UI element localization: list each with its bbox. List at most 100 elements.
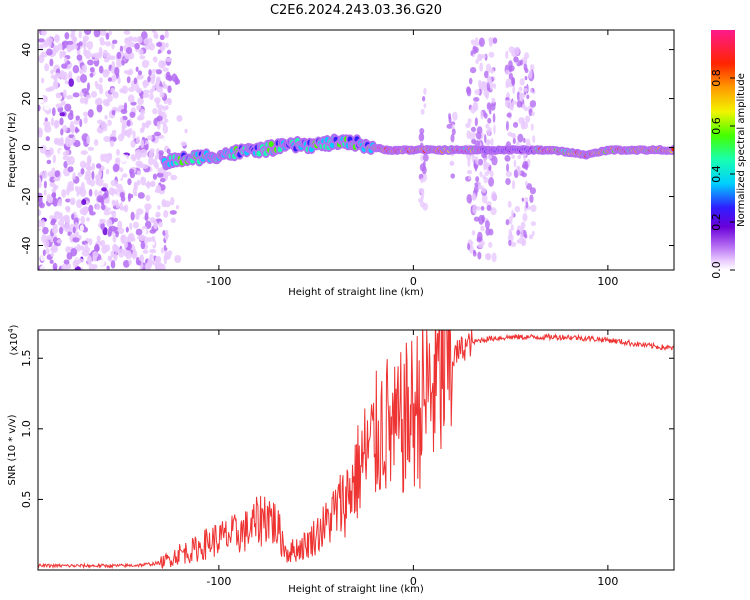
noise-blob: [180, 141, 187, 147]
noise-blob: [79, 245, 85, 251]
speckle-blob: [471, 131, 475, 140]
noise-blob: [105, 40, 111, 47]
noise-blob: [95, 176, 99, 185]
speckle-blob: [504, 99, 510, 108]
noise-blob: [42, 226, 49, 235]
noise-blob: [153, 30, 158, 39]
noise-blob: [130, 237, 136, 242]
noise-blob: [90, 90, 98, 98]
noise-blob: [46, 48, 53, 56]
noise-blob: [142, 228, 147, 235]
y-tick-label: 40: [20, 43, 33, 57]
noise-blob: [152, 56, 158, 63]
speckle-blob: [450, 121, 456, 126]
noise-blob: [169, 210, 177, 215]
noise-blob: [82, 64, 87, 73]
noise-blob: [149, 181, 156, 188]
noise-blob: [141, 121, 146, 132]
noise-blob: [72, 237, 80, 243]
colorbar-tick-label: 0.8: [710, 69, 723, 87]
noise-blob: [114, 247, 120, 254]
y-tick-label: 0: [20, 144, 33, 151]
trace-core: [277, 146, 283, 153]
snr-x-axis-label: Height of straight line (km): [288, 584, 424, 595]
noise-blob: [148, 156, 154, 166]
noise-blob: [134, 191, 138, 197]
noise-blob: [148, 69, 152, 76]
noise-blob: [85, 94, 92, 99]
noise-blob: [136, 179, 141, 186]
noise-blob: [137, 97, 144, 106]
speckle-blob: [529, 64, 535, 71]
speckle-blob: [485, 139, 490, 144]
noise-blob: [136, 104, 142, 111]
speckle-blob: [508, 66, 513, 73]
noise-blob: [136, 116, 143, 121]
speckle-blob: [470, 39, 476, 45]
speckle-blob: [486, 102, 492, 110]
speckle-blob: [477, 242, 484, 249]
speckle-blob: [510, 241, 517, 248]
noise-blob: [45, 37, 54, 44]
noise-blob: [95, 203, 101, 211]
noise-blob: [53, 139, 60, 145]
speckle-blob: [512, 138, 516, 145]
noise-blob: [69, 124, 76, 133]
noise-blob: [80, 150, 88, 155]
noise-blob: [103, 122, 108, 132]
speckle-blob: [487, 117, 492, 124]
noise-blob: [39, 95, 45, 104]
y-tick-label: 20: [20, 92, 33, 106]
speckle-blob: [505, 50, 509, 60]
noise-blob: [38, 54, 45, 64]
speckle-blob: [519, 233, 524, 239]
noise-blob: [152, 107, 158, 115]
speckle-blob: [473, 216, 480, 222]
noise-blob: [85, 200, 89, 205]
noise-blob: [59, 117, 64, 126]
noise-blob: [64, 32, 70, 40]
noise-blob: [87, 157, 92, 166]
speckle-blob: [475, 176, 480, 183]
speckle-blob: [484, 220, 490, 230]
speckle-blob: [520, 224, 524, 235]
speckle-blob: [475, 156, 479, 166]
speckle-blob: [468, 77, 473, 85]
colorbar-ticks: 0.0 0.2 0.4 0.6 0.8: [710, 69, 735, 279]
noise-blob: [81, 88, 89, 94]
noise-blob: [113, 253, 118, 262]
y-tick-label: -20: [20, 188, 33, 206]
noise-blob: [50, 69, 54, 75]
speckle-blob: [525, 201, 529, 209]
speckle-blob: [488, 176, 495, 187]
speckle-blob: [506, 112, 512, 118]
speckle-blob: [451, 128, 456, 136]
speckle-blob: [517, 133, 524, 143]
noise-blob: [72, 136, 76, 143]
noise-blob: [117, 76, 121, 85]
noise-blob: [86, 255, 93, 265]
speckle-blob: [477, 231, 483, 242]
spectrogram-y-axis-label: Frequency (Hz): [7, 112, 18, 188]
noise-blob: [111, 129, 117, 135]
noise-blob: [64, 103, 72, 112]
noise-blob: [148, 42, 155, 51]
noise-blob: [64, 149, 70, 156]
noise-blob: [45, 136, 50, 142]
noise-blob: [142, 79, 148, 89]
noise-blob: [129, 168, 135, 175]
noise-blob: [119, 88, 125, 94]
noise-blob: [184, 128, 188, 134]
speckle-blob: [423, 87, 427, 95]
noise-blob: [55, 103, 63, 108]
noise-blob: [124, 241, 128, 248]
speckle-blob: [511, 154, 516, 160]
noise-blob: [117, 220, 123, 230]
noise-blob: [56, 189, 63, 194]
noise-blob: [117, 133, 125, 142]
noise-blob: [86, 164, 91, 173]
noise-blob: [123, 30, 131, 35]
speckle-blob: [478, 37, 485, 47]
speckle-blob: [489, 67, 494, 74]
speckle-blob: [422, 160, 426, 167]
